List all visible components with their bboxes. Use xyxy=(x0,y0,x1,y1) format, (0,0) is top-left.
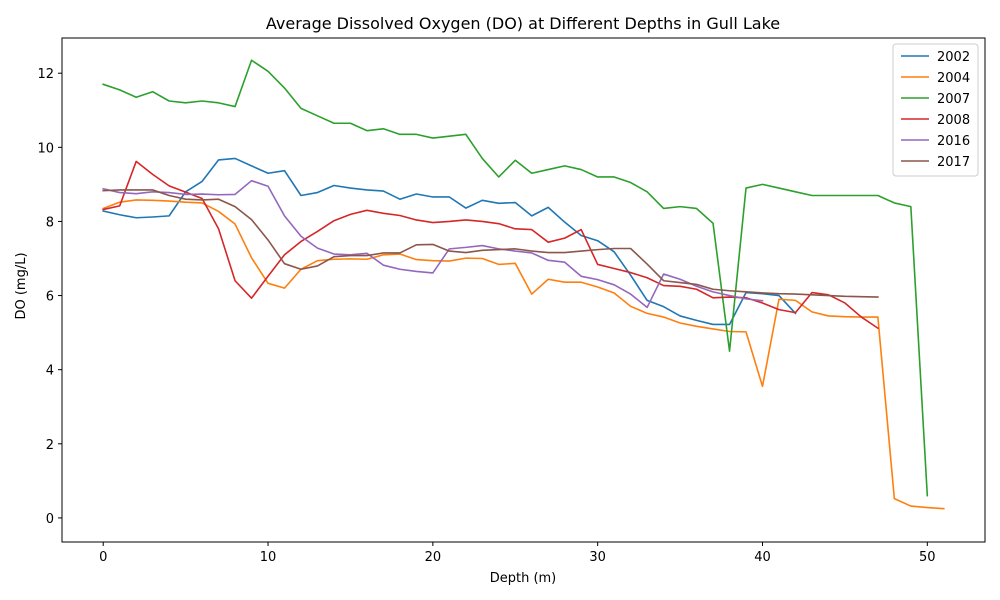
y-tick-label: 12 xyxy=(37,67,54,82)
series-line-2017 xyxy=(102,189,879,298)
legend: 2002 2004 2007 2008 2016 2017 xyxy=(892,43,979,177)
series-line-2016 xyxy=(102,179,764,309)
legend-label-2017: 2017 xyxy=(937,155,970,170)
y-tick-label: 0 xyxy=(46,512,54,527)
series-line-2007 xyxy=(102,59,929,497)
x-axis-title: Depth (m) xyxy=(490,571,557,586)
legend-label-2007: 2007 xyxy=(937,92,970,107)
x-tick-label: 50 xyxy=(919,550,936,565)
y-tick-label: 10 xyxy=(37,141,54,156)
x-tick-label: 10 xyxy=(260,550,277,565)
chart-title: Average Dissolved Oxygen (DO) at Differe… xyxy=(266,14,780,33)
y-axis-title: DO (mg/L) xyxy=(14,252,29,319)
series-line-2004 xyxy=(102,199,945,510)
series-line-2002 xyxy=(102,157,797,326)
y-tick-label: 2 xyxy=(46,438,54,453)
axes-layer: 0 10 20 30 40 50 0 2 4 6 8 10 12 xyxy=(37,37,986,565)
plot-frame xyxy=(61,37,986,543)
x-tick-label: 30 xyxy=(589,550,606,565)
series-layer xyxy=(102,59,945,510)
legend-label-2004: 2004 xyxy=(937,71,970,86)
legend-label-2002: 2002 xyxy=(937,50,970,65)
legend-label-2008: 2008 xyxy=(937,113,970,128)
legend-label-2016: 2016 xyxy=(937,134,970,149)
x-tick-label: 40 xyxy=(754,550,771,565)
y-tick-label: 8 xyxy=(46,215,54,230)
x-tick-label: 20 xyxy=(425,550,442,565)
x-tick-label: 0 xyxy=(99,550,107,565)
y-tick-label: 6 xyxy=(46,290,54,305)
y-tick-label: 4 xyxy=(46,364,54,379)
